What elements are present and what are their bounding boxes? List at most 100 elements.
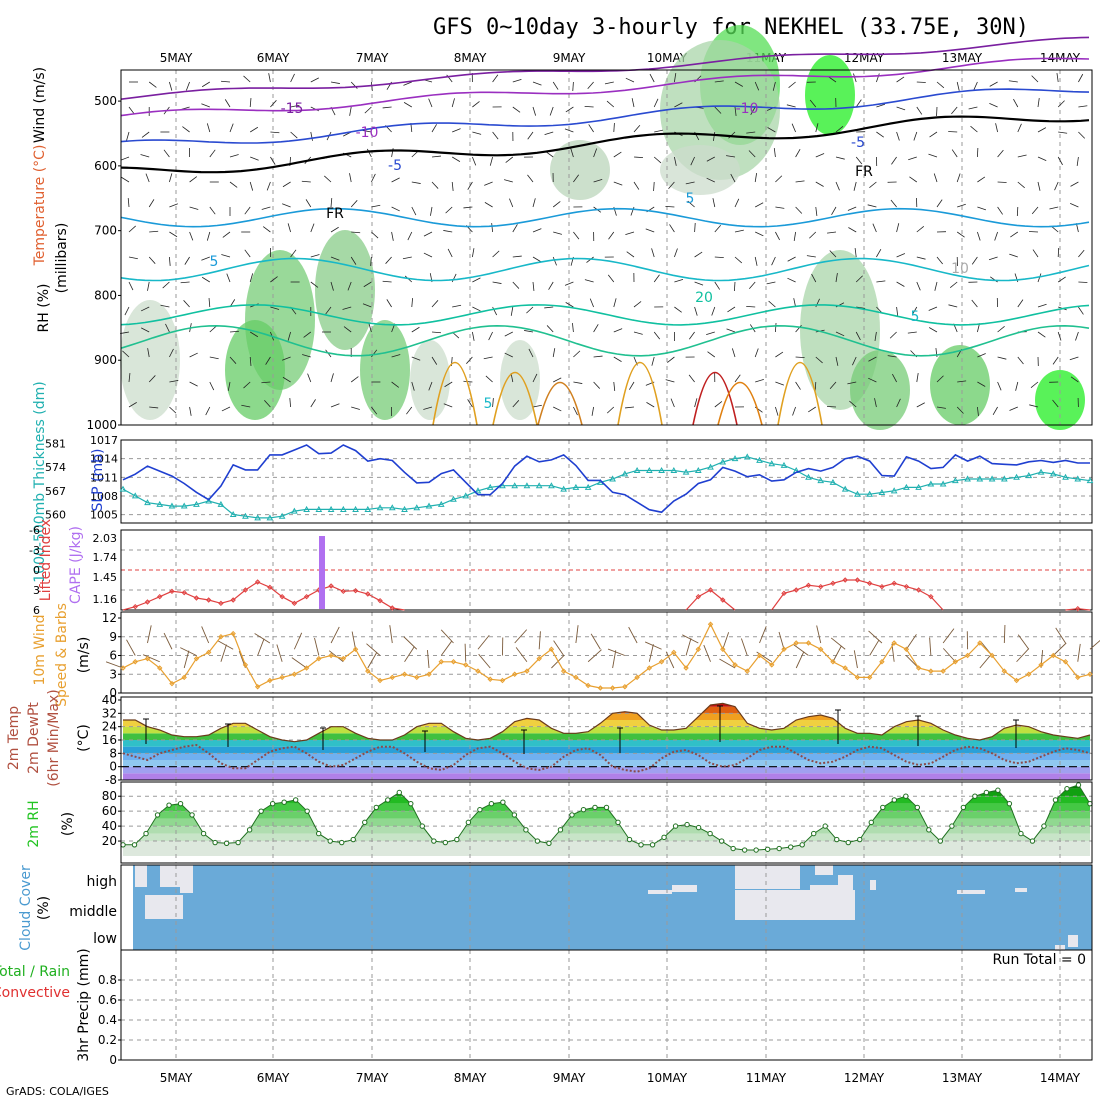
wind-barb [653,181,655,192]
wind-barb [754,173,758,183]
wind-barb [411,181,421,184]
wind-barb-10m [575,625,579,644]
wind-barb [997,149,1004,158]
wind-barb-10m [404,646,415,662]
thickness-marker [658,466,665,473]
wind-barb [483,356,493,360]
wind-barb-10m [703,644,711,662]
lifted-index-marker [254,579,261,585]
wind-barb [452,304,462,308]
rh-2m-marker [1029,838,1036,844]
rh-2m-marker [339,839,345,846]
lifted-index-marker [242,587,249,593]
rh-2m-marker [488,800,495,807]
wind-barb [896,223,900,233]
thickness-marker [523,482,531,489]
cloud-clear-patch [870,880,876,890]
rh-2m-marker [500,799,506,805]
temp-color-band [123,746,1090,754]
warm-contour-arch [692,372,738,426]
lifted-index-marker [866,580,873,587]
wind-barb-10m [682,634,699,644]
wind-barb [957,203,966,208]
wind-barb [815,206,818,216]
wind-barb [509,198,514,208]
wind-barb [633,181,640,190]
wind-barb-10m [426,650,430,669]
wind-speed-marker [267,677,273,684]
wind-barb [896,398,901,408]
wind-barb [977,381,986,387]
wind-barb [651,248,655,258]
wind-barb [775,381,784,386]
lifted-index-marker [267,584,273,591]
wind-barb [815,153,825,158]
wind-barb [1057,156,1063,166]
thickness-marker [939,480,947,487]
rh-2m-marker [304,808,310,814]
rh-2m-marker [960,804,967,811]
wind-speed-marker [254,684,261,690]
wind-barb [815,123,819,133]
wind-barb [209,381,215,391]
wind-barb [249,273,254,283]
wind-barb [795,324,802,333]
wind-barb-10m [180,647,197,656]
wind-barb [249,181,254,191]
wind-barb [310,399,316,408]
rh-2m-marker [143,830,149,837]
wind-barb-10m [1016,648,1030,663]
wind-barb [544,131,554,136]
thickness-marker [291,507,298,514]
wind-barb [633,331,643,335]
rh-band-group [123,785,1090,856]
rh-2m-marker [442,839,449,846]
wind-speed-marker [940,668,946,674]
wind-barb [241,404,251,408]
wind-barb [310,254,320,258]
wind-speed-marker [511,671,518,677]
wind-barb [795,356,805,359]
rh-2m-marker [764,846,771,852]
wind-barb [956,173,961,183]
wind-barb [951,149,958,158]
wind-barb [613,122,615,133]
y-tick-label: 0 [109,1053,117,1067]
wind-barb [835,126,844,133]
thickness-marker [866,490,874,497]
wind-barb [1069,356,1079,361]
wind-barb [463,206,473,209]
cape-tick-label: 1.16 [93,593,118,606]
y-tick-label: 9 [109,630,117,644]
wind-speed-marker [720,646,726,652]
y-tick-label: 40 [102,819,117,833]
wind-barb [430,206,433,216]
wind-barb [1029,404,1039,408]
wind-barb [406,406,413,415]
wind-barb [726,328,736,333]
wind-barb [928,153,938,158]
rh-2m-marker [212,839,218,846]
wind-speed-marker [769,662,775,668]
wind-barb [795,381,801,390]
wind-barb [653,98,659,108]
wind-barb [694,306,698,316]
wind-barb [512,224,518,233]
lifted-index-marker [915,587,922,593]
cloud-clear-patch [810,885,850,915]
wind-barb [229,123,234,133]
wind-barb [411,381,415,391]
wind-barb [806,255,816,258]
y-tick-label: 40 [102,693,117,707]
wind-barb-10m [163,632,173,650]
rh-2m-marker [684,821,690,828]
rh-2m-marker [154,812,161,818]
wind-barb [876,280,886,283]
rh-2m-marker [408,800,414,807]
wind-barb [512,400,520,408]
wind-barb-10m [514,629,528,644]
wind-barb [431,181,439,189]
wind-barb-10m [979,653,992,669]
wind-barb [665,379,675,383]
wind-barb [714,401,723,408]
